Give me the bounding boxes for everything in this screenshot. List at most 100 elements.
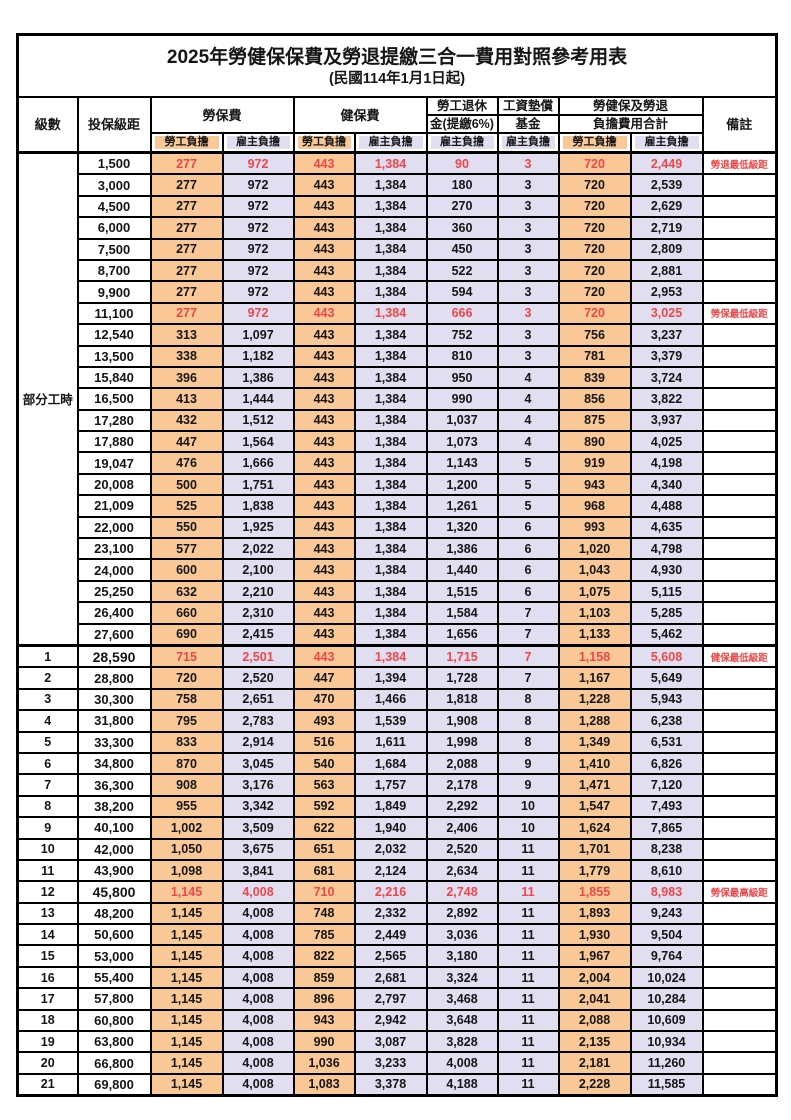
table-row: 2 28,800 720 2,520 447 1,394 1,728 7 1,167 5,649 <box>16 666 778 690</box>
bracket-cell: 13,500 <box>76 344 152 368</box>
value-cell: 8,610 <box>629 858 704 883</box>
value-cell: 540 <box>292 751 356 776</box>
value-cell: 748 <box>292 901 356 926</box>
value-cell: 1,757 <box>353 773 428 797</box>
remark-cell <box>701 687 778 712</box>
value-cell: 875 <box>557 408 632 433</box>
value-cell: 8 <box>496 687 560 712</box>
value-cell: 2,520 <box>425 837 499 861</box>
value-cell: 11 <box>496 901 560 926</box>
value-cell: 1,384 <box>353 451 428 475</box>
bracket-cell: 12,540 <box>76 323 152 347</box>
value-cell: 632 <box>149 579 224 604</box>
value-cell: 1,384 <box>353 173 428 197</box>
value-cell: 1,666 <box>221 451 295 475</box>
remark-cell <box>701 944 778 968</box>
table-row: 20 66,800 1,145 4,008 1,036 3,233 4,008 11 2,181… <box>16 1051 778 1075</box>
value-cell: 2,228 <box>557 1072 632 1097</box>
value-cell: 3 <box>496 344 560 368</box>
value-cell: 443 <box>292 344 356 368</box>
level-cell: 3 <box>16 687 79 712</box>
value-cell: 1,471 <box>557 773 632 797</box>
value-cell: 277 <box>149 237 224 261</box>
value-cell: 4 <box>496 387 560 411</box>
value-cell: 1,779 <box>557 858 632 883</box>
level-cell: 17 <box>16 987 79 1011</box>
value-cell: 443 <box>292 173 356 197</box>
value-cell: 6 <box>496 537 560 561</box>
remark-cell: 勞保最低級距 <box>701 301 778 326</box>
value-cell: 443 <box>292 515 356 540</box>
value-cell: 1,043 <box>557 558 632 582</box>
value-cell: 1,908 <box>425 709 499 733</box>
value-cell: 890 <box>557 430 632 454</box>
remark-cell <box>701 515 778 540</box>
value-cell: 1,728 <box>425 666 499 690</box>
remark-cell <box>701 430 778 454</box>
value-cell: 443 <box>292 558 356 582</box>
bracket-cell: 31,800 <box>76 709 152 733</box>
employee-share-label: 勞工負擔 <box>154 136 219 149</box>
bracket-cell: 69,800 <box>76 1072 152 1097</box>
bracket-cell: 21,009 <box>76 494 152 518</box>
value-cell: 1,384 <box>353 194 428 219</box>
bracket-cell: 30,300 <box>76 687 152 712</box>
level-cell: 9 <box>16 816 79 840</box>
value-cell: 3 <box>496 194 560 219</box>
value-cell: 443 <box>292 622 356 647</box>
remark-cell <box>701 816 778 840</box>
value-cell: 1,838 <box>221 494 295 518</box>
value-cell: 720 <box>557 237 632 261</box>
value-cell: 2,181 <box>557 1051 632 1075</box>
table-row: 13 48,200 1,145 4,008 748 2,332 2,892 11 1,893 9,… <box>16 901 778 926</box>
value-cell: 413 <box>149 387 224 411</box>
value-cell: 1,386 <box>221 365 295 390</box>
value-cell: 11,585 <box>629 1072 704 1097</box>
value-cell: 1,384 <box>353 280 428 304</box>
value-cell: 8 <box>496 730 560 754</box>
value-cell: 1,515 <box>425 579 499 604</box>
value-cell: 443 <box>292 472 356 497</box>
bracket-cell: 3,000 <box>76 173 152 197</box>
value-cell: 7,493 <box>629 794 704 819</box>
value-cell: 3,324 <box>425 965 499 990</box>
remark-cell <box>701 472 778 497</box>
remark-cell <box>701 408 778 433</box>
subheader-labor-employer: 雇主負擔 <box>221 132 295 154</box>
value-cell: 3,468 <box>425 987 499 1011</box>
page-subtitle: (民國114年1月1日起) <box>328 70 466 87</box>
value-cell: 3,724 <box>629 365 704 390</box>
value-cell: 972 <box>221 301 295 326</box>
part-time-merged-cell: 部分工時 <box>16 151 79 647</box>
table-row: 4,500 277 972 443 1,384 270 3 720 2,629 <box>18 194 778 219</box>
value-cell: 1,818 <box>425 687 499 712</box>
bracket-cell: 66,800 <box>76 1051 152 1075</box>
value-cell: 1,701 <box>557 837 632 861</box>
value-cell: 1,849 <box>353 794 428 819</box>
subheader-total-employer: 雇主負擔 <box>629 132 704 154</box>
value-cell: 4,635 <box>629 515 704 540</box>
value-cell: 277 <box>149 280 224 304</box>
value-cell: 1,440 <box>425 558 499 582</box>
remark-cell <box>701 237 778 261</box>
header-total-line2: 負擔費用合計 <box>557 114 704 134</box>
value-cell: 1,384 <box>353 365 428 390</box>
value-cell: 6,826 <box>629 751 704 776</box>
bracket-cell: 25,250 <box>76 579 152 604</box>
remark-cell <box>701 1051 778 1075</box>
remark-cell <box>701 794 778 819</box>
value-cell: 4 <box>496 365 560 390</box>
bracket-cell: 60,800 <box>76 1008 152 1033</box>
value-cell: 4,008 <box>221 923 295 947</box>
value-cell: 5 <box>496 451 560 475</box>
bracket-cell: 28,800 <box>76 666 152 690</box>
bracket-cell: 36,300 <box>76 773 152 797</box>
value-cell: 943 <box>557 472 632 497</box>
value-cell: 660 <box>149 601 224 625</box>
bracket-cell: 55,400 <box>76 965 152 990</box>
value-cell: 443 <box>292 579 356 604</box>
value-cell: 4,930 <box>629 558 704 582</box>
value-cell: 10 <box>496 794 560 819</box>
table-body: 部分工時 1,500 277 972 443 1,384 90 3 720 2,449 勞退最低級距… <box>16 151 778 1097</box>
remark-cell <box>701 194 778 219</box>
